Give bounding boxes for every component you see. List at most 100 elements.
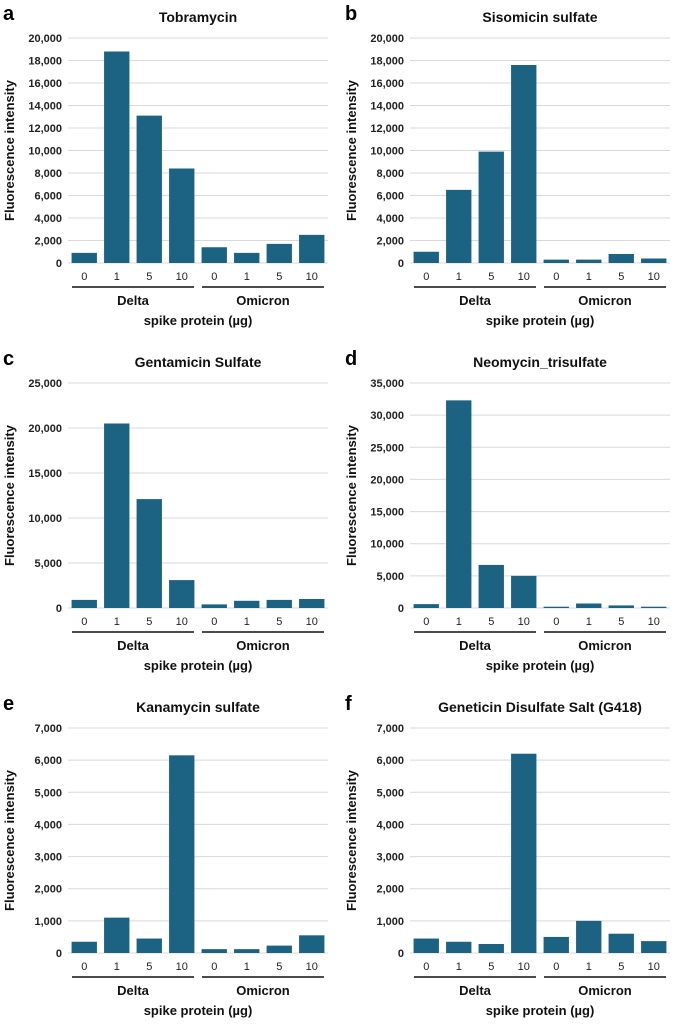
bar (71, 252, 97, 263)
x-tick-label: 10 (306, 961, 318, 973)
bar (104, 51, 130, 263)
chart-title: Geneticin Disulfate Salt (G418) (438, 699, 642, 715)
bar (136, 938, 162, 953)
group-label: Delta (459, 293, 492, 308)
bar (234, 252, 260, 263)
x-tick-label: 1 (456, 616, 462, 628)
y-tick-label: 0 (56, 603, 62, 615)
y-tick-label: 14,000 (370, 101, 404, 113)
x-tick-label: 0 (423, 271, 429, 283)
bar (201, 247, 227, 263)
bar (511, 575, 537, 608)
group-label: Delta (117, 638, 150, 653)
bar (201, 949, 227, 953)
bar (71, 599, 97, 608)
x-tick-label: 5 (488, 616, 494, 628)
y-tick-label: 6,000 (34, 755, 62, 767)
chart-svg: d Neomycin_trisulfate Fluorescence intensi… (344, 348, 670, 673)
x-tick-label: 0 (81, 271, 87, 283)
x-tick-label: 10 (306, 271, 318, 283)
y-tick-label: 7,000 (34, 723, 62, 735)
y-tick-label: 2,000 (34, 236, 62, 248)
bar (543, 606, 569, 608)
y-tick-label: 18,000 (370, 56, 404, 68)
x-tick-label: 0 (211, 616, 217, 628)
chart-svg: e Kanamycin sulfate Fluorescence intensity… (2, 693, 328, 1018)
y-tick-label: 20,000 (28, 423, 62, 435)
y-tick-label: 6,000 (376, 755, 404, 767)
x-tick-label: 0 (423, 616, 429, 628)
chart-panel-e: e Kanamycin sulfate Fluorescence intensity… (0, 690, 342, 1035)
x-tick-label: 5 (276, 616, 282, 628)
chart-title: Sisomicin sulfate (482, 9, 597, 25)
y-tick-label: 0 (398, 258, 404, 270)
y-tick-label: 10,000 (370, 539, 404, 551)
x-axis-label: spike protein (µg) (144, 658, 253, 673)
bar (641, 258, 667, 263)
bar (446, 400, 472, 608)
group-label: Omicron (578, 638, 632, 653)
x-tick-label: 1 (244, 271, 250, 283)
y-tick-label: 0 (56, 948, 62, 960)
x-tick-label: 5 (618, 616, 624, 628)
panel-letter: e (3, 693, 14, 715)
bar (169, 580, 195, 608)
y-tick-label: 20,000 (28, 33, 62, 45)
y-tick-label: 12,000 (28, 123, 62, 135)
y-tick-label: 14,000 (28, 101, 62, 113)
x-tick-label: 5 (276, 271, 282, 283)
group-label: Delta (459, 638, 492, 653)
x-tick-label: 10 (518, 616, 530, 628)
x-axis-label: spike protein (µg) (144, 1003, 253, 1018)
panel-letter: c (3, 348, 14, 370)
y-tick-label: 5,000 (376, 787, 404, 799)
x-tick-label: 10 (176, 271, 188, 283)
x-tick-label: 0 (553, 616, 559, 628)
y-axis-label: Fluorescence intensity (344, 769, 359, 911)
y-tick-label: 20,000 (370, 474, 404, 486)
group-label: Omicron (236, 983, 290, 998)
x-tick-label: 10 (518, 271, 530, 283)
bar (169, 755, 195, 953)
group-label: Delta (117, 293, 150, 308)
chart-svg: a Tobramycin Fluorescence intensity 0 2,000 4… (2, 3, 328, 328)
x-tick-label: 5 (618, 961, 624, 973)
panel-letter: f (345, 693, 352, 715)
bar (136, 499, 162, 608)
bar (71, 941, 97, 953)
y-tick-label: 12,000 (370, 123, 404, 135)
y-tick-label: 3,000 (376, 852, 404, 864)
chart-panel-a: a Tobramycin Fluorescence intensity 0 2,000 4… (0, 0, 342, 345)
bar (446, 189, 472, 263)
x-tick-label: 0 (423, 961, 429, 973)
x-tick-label: 10 (306, 616, 318, 628)
y-tick-label: 6,000 (376, 191, 404, 203)
x-tick-label: 5 (276, 961, 282, 973)
x-tick-label: 5 (488, 271, 494, 283)
y-tick-label: 0 (398, 603, 404, 615)
y-tick-label: 2,000 (376, 236, 404, 248)
x-axis-label: spike protein (µg) (144, 313, 253, 328)
x-axis-label: spike protein (µg) (486, 658, 595, 673)
bar (413, 251, 439, 263)
x-tick-label: 5 (146, 271, 152, 283)
y-axis-label: Fluorescence intensity (2, 769, 17, 911)
panel-letter: b (345, 3, 357, 25)
panel-letter: a (3, 3, 15, 25)
x-tick-label: 10 (648, 616, 660, 628)
x-tick-label: 5 (146, 616, 152, 628)
y-axis-label: Fluorescence intensity (2, 424, 17, 566)
x-tick-label: 0 (81, 616, 87, 628)
x-tick-label: 1 (114, 961, 120, 973)
x-tick-label: 0 (211, 961, 217, 973)
y-tick-label: 1,000 (376, 916, 404, 928)
bar (576, 259, 602, 263)
x-tick-label: 1 (114, 271, 120, 283)
y-tick-label: 8,000 (376, 168, 404, 180)
x-tick-label: 10 (176, 616, 188, 628)
bar (478, 151, 504, 263)
bar (608, 605, 634, 608)
y-tick-label: 10,000 (370, 146, 404, 158)
bar (446, 941, 472, 953)
bar (576, 920, 602, 953)
